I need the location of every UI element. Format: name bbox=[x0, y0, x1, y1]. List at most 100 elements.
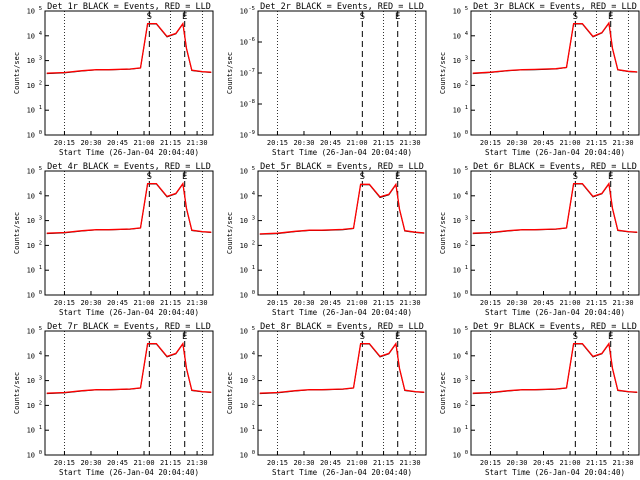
x-tick-label: 20:15 bbox=[267, 459, 288, 467]
x-tick-label: 20:45 bbox=[107, 299, 128, 307]
y-tick-exponent: -8 bbox=[248, 99, 255, 105]
y-tick-label: 10 bbox=[453, 107, 461, 115]
x-tick-label: 21:15 bbox=[160, 459, 181, 467]
marker-e-label: E bbox=[182, 172, 187, 182]
plot-frame bbox=[470, 330, 640, 456]
panel-title: Det 3r BLACK = Events, RED = LLD bbox=[473, 2, 637, 12]
marker-s-label: S bbox=[360, 332, 365, 342]
x-tick-label: 21:30 bbox=[400, 139, 421, 147]
y-tick-label: 10 bbox=[240, 70, 248, 78]
y-tick-exponent: 1 bbox=[252, 425, 255, 431]
series-lld-line bbox=[259, 182, 425, 235]
y-tick-exponent: 4 bbox=[465, 191, 469, 197]
y-tick-exponent: 4 bbox=[465, 31, 469, 37]
panel-det-4r: Det 4r BLACK = Events, RED = LLD Counts/s… bbox=[13, 162, 214, 317]
y-tick-exponent: 0 bbox=[39, 130, 42, 136]
y-tick-exponent: 1 bbox=[252, 265, 255, 271]
x-tick-label: 20:45 bbox=[533, 459, 554, 467]
y-tick-label: 10 bbox=[453, 292, 461, 300]
panel-title: Det 5r BLACK = Events, RED = LLD bbox=[260, 162, 424, 172]
y-tick-exponent: 1 bbox=[39, 265, 42, 271]
x-tick-label: 20:15 bbox=[267, 139, 288, 147]
y-tick-label: 10 bbox=[27, 452, 35, 460]
panel-det-1r: Det 1r BLACK = Events, RED = LLD Counts/s… bbox=[13, 2, 214, 157]
y-tick-label: 10 bbox=[27, 82, 35, 90]
y-tick-label: 10 bbox=[453, 402, 461, 410]
x-tick-label: 21:30 bbox=[613, 139, 634, 147]
marker-s-label: S bbox=[573, 172, 578, 182]
x-axis-label: Start Time (26-Jan-04 20:04:40) bbox=[272, 468, 412, 477]
y-tick-label: 10 bbox=[240, 217, 248, 225]
series-lld-line bbox=[472, 21, 638, 74]
y-tick-exponent: 3 bbox=[465, 216, 468, 222]
x-tick-label: 21:00 bbox=[133, 459, 154, 467]
x-tick-label: 21:15 bbox=[586, 299, 607, 307]
x-tick-label: 20:30 bbox=[506, 459, 527, 467]
y-tick-label: 10 bbox=[240, 452, 248, 460]
plot-frame bbox=[44, 10, 214, 136]
x-axis-label: Start Time (26-Jan-04 20:04:40) bbox=[59, 148, 199, 157]
y-tick-label: 10 bbox=[453, 352, 461, 360]
y-tick-label: 10 bbox=[453, 168, 461, 176]
x-tick-label: 21:00 bbox=[346, 299, 367, 307]
y-tick-exponent: 4 bbox=[252, 351, 256, 357]
marker-e-label: E bbox=[608, 12, 613, 22]
x-tick-label: 21:30 bbox=[613, 459, 634, 467]
y-tick-label: 10 bbox=[453, 82, 461, 90]
marker-e-label: E bbox=[608, 172, 613, 182]
y-tick-exponent: 4 bbox=[39, 31, 43, 37]
y-tick-label: 10 bbox=[453, 452, 461, 460]
y-tick-exponent: 2 bbox=[39, 80, 42, 86]
y-tick-exponent: 0 bbox=[39, 450, 42, 456]
y-tick-label: 10 bbox=[240, 377, 248, 385]
marker-e-label: E bbox=[395, 332, 400, 342]
x-tick-label: 20:15 bbox=[54, 139, 75, 147]
y-tick-label: 10 bbox=[27, 352, 35, 360]
marker-e-label: E bbox=[395, 12, 400, 22]
y-axis-label: Counts/sec bbox=[439, 212, 447, 254]
y-tick-exponent: 0 bbox=[39, 290, 42, 296]
x-tick-label: 21:00 bbox=[346, 459, 367, 467]
panel-det-5r: Det 5r BLACK = Events, RED = LLD Counts/s… bbox=[226, 162, 427, 317]
marker-s-label: S bbox=[147, 12, 152, 22]
x-tick-label: 21:30 bbox=[613, 299, 634, 307]
marker-s-label: S bbox=[147, 172, 152, 182]
y-tick-label: 10 bbox=[240, 8, 248, 16]
marker-e-label: E bbox=[608, 332, 613, 342]
y-tick-label: 10 bbox=[240, 132, 248, 140]
x-tick-label: 21:30 bbox=[187, 139, 208, 147]
y-tick-label: 10 bbox=[240, 39, 248, 47]
y-tick-label: 10 bbox=[453, 328, 461, 336]
y-tick-label: 10 bbox=[27, 8, 35, 16]
y-tick-label: 10 bbox=[453, 267, 461, 275]
y-tick-label: 10 bbox=[240, 168, 248, 176]
marker-s-label: S bbox=[360, 172, 365, 182]
x-tick-label: 20:45 bbox=[107, 139, 128, 147]
y-tick-exponent: 1 bbox=[39, 425, 42, 431]
y-tick-exponent: 0 bbox=[252, 290, 255, 296]
y-tick-label: 10 bbox=[453, 132, 461, 140]
y-tick-exponent: 5 bbox=[465, 6, 468, 12]
y-tick-label: 10 bbox=[27, 377, 35, 385]
y-axis-label: Counts/sec bbox=[226, 212, 234, 254]
y-tick-label: 10 bbox=[27, 402, 35, 410]
y-tick-label: 10 bbox=[453, 377, 461, 385]
y-tick-exponent: 1 bbox=[465, 265, 468, 271]
panel-det-8r: Det 8r BLACK = Events, RED = LLD Counts/s… bbox=[226, 322, 427, 477]
panel-title: Det 9r BLACK = Events, RED = LLD bbox=[473, 322, 637, 332]
y-tick-label: 10 bbox=[27, 328, 35, 336]
y-tick-label: 10 bbox=[453, 242, 461, 250]
y-tick-label: 10 bbox=[27, 427, 35, 435]
panel-det-7r: Det 7r BLACK = Events, RED = LLD Counts/s… bbox=[13, 322, 214, 477]
x-tick-label: 20:45 bbox=[320, 459, 341, 467]
y-tick-label: 10 bbox=[240, 402, 248, 410]
plot-frame bbox=[44, 330, 214, 456]
y-tick-exponent: 2 bbox=[39, 240, 42, 246]
y-tick-label: 10 bbox=[27, 168, 35, 176]
x-tick-label: 20:45 bbox=[533, 299, 554, 307]
series-lld-line bbox=[259, 341, 425, 394]
panel-title: Det 8r BLACK = Events, RED = LLD bbox=[260, 322, 424, 332]
x-tick-label: 20:30 bbox=[293, 139, 314, 147]
y-tick-exponent: -5 bbox=[248, 6, 255, 12]
x-axis-label: Start Time (26-Jan-04 20:04:40) bbox=[485, 148, 625, 157]
